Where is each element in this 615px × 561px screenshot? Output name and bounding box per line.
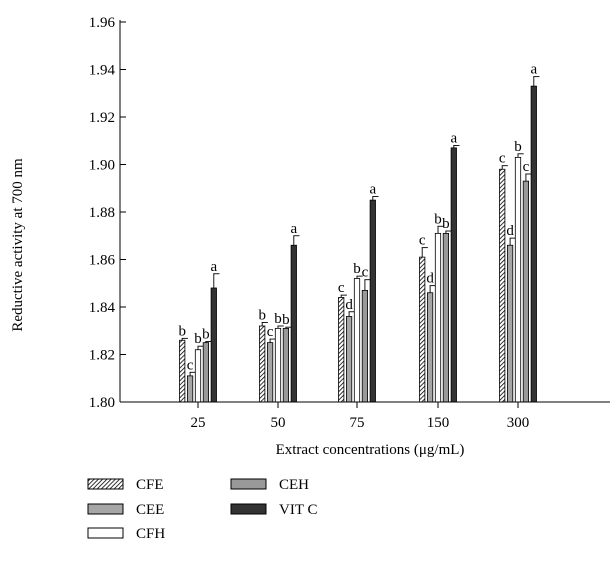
significance-letter: b bbox=[442, 216, 450, 232]
significance-letter: c bbox=[267, 324, 274, 340]
bar bbox=[361, 289, 369, 403]
legend-label: CFE bbox=[136, 477, 164, 493]
significance-letter: b bbox=[434, 211, 442, 227]
significance-letter: c bbox=[338, 280, 345, 296]
bar bbox=[353, 278, 361, 403]
bar bbox=[450, 147, 457, 403]
significance-letter: d bbox=[506, 223, 514, 239]
significance-letter: b bbox=[282, 312, 290, 328]
y-tick-label: 1.92 bbox=[89, 110, 115, 126]
y-tick-label: 1.80 bbox=[89, 395, 115, 411]
significance-letter: a bbox=[210, 259, 217, 275]
bar bbox=[186, 375, 194, 403]
bar bbox=[506, 244, 514, 403]
bar bbox=[514, 156, 522, 403]
bar bbox=[266, 342, 274, 403]
legend-label: VIT C bbox=[279, 502, 317, 518]
bar bbox=[419, 256, 426, 403]
significance-letter: c bbox=[523, 159, 530, 175]
bar bbox=[369, 199, 376, 403]
x-tick-label: 50 bbox=[271, 415, 286, 431]
significance-letter: c bbox=[362, 265, 369, 281]
significance-letter: a bbox=[369, 182, 376, 198]
y-tick-label: 1.84 bbox=[89, 300, 116, 316]
x-tick-label: 150 bbox=[427, 415, 450, 431]
bar bbox=[434, 232, 442, 403]
legend-swatch bbox=[230, 478, 267, 490]
significance-letter: c bbox=[187, 357, 194, 373]
legend-label: CFH bbox=[136, 526, 165, 542]
bar bbox=[522, 180, 530, 403]
significance-letter: b bbox=[258, 307, 266, 323]
y-tick-label: 1.82 bbox=[89, 348, 115, 364]
bar bbox=[442, 232, 450, 403]
significance-letter: b bbox=[194, 331, 202, 347]
x-tick-label: 75 bbox=[350, 415, 365, 431]
x-tick-label: 25 bbox=[191, 415, 206, 431]
bar bbox=[345, 316, 353, 403]
bar bbox=[338, 297, 345, 403]
significance-letter: b bbox=[353, 261, 361, 277]
y-tick-label: 1.86 bbox=[89, 253, 116, 269]
y-tick-label: 1.96 bbox=[89, 15, 116, 31]
bar bbox=[210, 287, 217, 403]
y-axis-title: Reductive activity at 700 nm bbox=[10, 158, 26, 332]
legend-swatch bbox=[230, 503, 267, 515]
bar bbox=[259, 325, 266, 403]
significance-letter: b bbox=[178, 323, 186, 339]
legend-label: CEH bbox=[279, 477, 309, 493]
significance-letter: a bbox=[450, 131, 457, 147]
bar bbox=[290, 244, 297, 403]
significance-letter: a bbox=[530, 62, 537, 78]
x-tick-label: 300 bbox=[507, 415, 530, 431]
significance-letter: d bbox=[345, 297, 353, 313]
legend-swatch bbox=[87, 478, 124, 490]
legend-swatch bbox=[87, 527, 124, 539]
y-axis: 1.80 1.82 1.84 1.86 1.88 1.90 1.92 1.94 1.96 bbox=[89, 15, 126, 411]
y-tick-label: 1.88 bbox=[89, 205, 115, 221]
bar bbox=[179, 339, 186, 403]
x-axis-title: Extract concentrations (μg/mL) bbox=[276, 442, 465, 458]
significance-letter: d bbox=[426, 271, 434, 287]
significance-letter: b bbox=[202, 326, 210, 342]
bar bbox=[530, 85, 537, 403]
bar bbox=[274, 327, 282, 403]
significance-letter: b bbox=[274, 311, 282, 327]
significance-letter: c bbox=[419, 233, 426, 249]
bar bbox=[499, 168, 506, 403]
legend-label: CEE bbox=[136, 502, 164, 518]
bar bbox=[426, 292, 434, 403]
x-axis: 25 50 75 150 300 bbox=[120, 401, 610, 431]
legend-swatch bbox=[87, 503, 124, 515]
significance-letter: c bbox=[499, 151, 506, 167]
bar bbox=[282, 327, 290, 403]
bar bbox=[202, 342, 209, 403]
significance-letter: b bbox=[514, 139, 522, 155]
legend: CFE CEE CFH CEH VIT C bbox=[87, 477, 317, 542]
y-tick-label: 1.90 bbox=[89, 158, 115, 174]
y-tick-label: 1.94 bbox=[89, 63, 116, 79]
bar bbox=[194, 349, 202, 403]
significance-letter: a bbox=[290, 221, 297, 237]
